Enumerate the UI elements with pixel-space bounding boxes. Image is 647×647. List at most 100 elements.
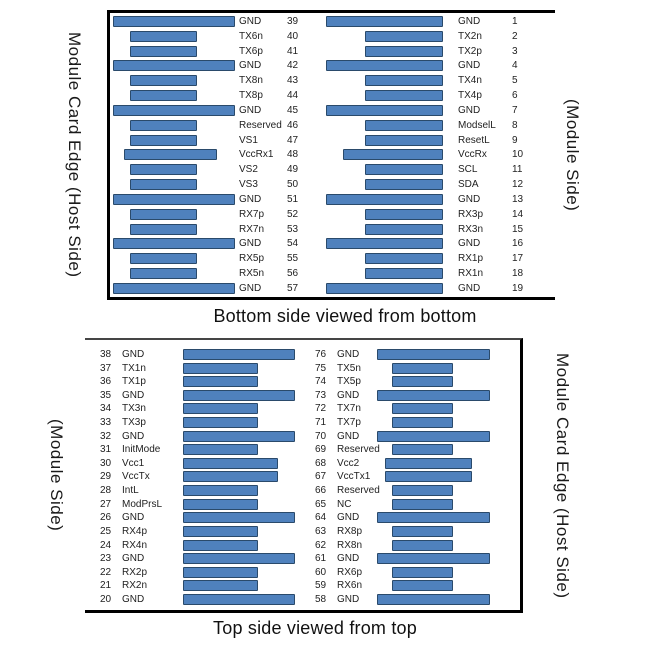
pin-number: 41 (287, 45, 299, 57)
pin-name: RX6p (337, 566, 363, 578)
pin-name: RX4n (122, 539, 148, 551)
pin-row-53: RX7n 53 (110, 223, 320, 235)
pin-number: 1 (512, 16, 518, 27)
contact-pad-bar (365, 179, 443, 191)
contact-pad-bar (183, 403, 258, 415)
pin-row-49: VS2 49 (110, 164, 320, 176)
pad-bar-cell (183, 444, 258, 456)
contact-pad-bar (326, 104, 443, 116)
pad-bar-cell (110, 30, 239, 42)
pin-number: 33 (100, 417, 112, 429)
pin-number: 23 (100, 553, 112, 565)
pad-bar-cell (326, 164, 443, 176)
pin-number: 35 (100, 389, 112, 401)
contact-pad-bar (365, 134, 443, 146)
pin-name: TX6n (239, 30, 263, 42)
pin-name: GND (122, 349, 145, 360)
contact-pad-bar (183, 539, 258, 551)
pin-number: 21 (100, 580, 112, 592)
pad-bar-cell (377, 485, 453, 497)
contact-pad-bar (326, 60, 443, 72)
pad-bar-cell (377, 539, 453, 551)
pin-row-54: GND 54 (110, 238, 320, 250)
contact-pad-bar (365, 223, 443, 235)
contact-pad-bar (130, 90, 197, 102)
pin-number: 7 (512, 104, 518, 116)
pad-bar-cell (377, 376, 453, 388)
pin-row-23: 23 GND (100, 553, 400, 565)
pad-bar-cell (377, 430, 490, 442)
pad-bar-cell (183, 525, 258, 537)
pin-name: TX3p (122, 417, 146, 429)
pad-bar-cell (326, 75, 443, 87)
pin-row-39: GND 39 (110, 16, 320, 27)
contact-pad-bar (183, 553, 295, 565)
contact-pad-bar (130, 208, 197, 220)
pad-bar-cell (110, 193, 239, 205)
contact-pad-bar (392, 403, 453, 415)
contact-pad-bar (377, 430, 490, 442)
contact-pad-bar (130, 119, 197, 131)
pin-name: VccTx (122, 471, 150, 483)
pin-number: 50 (287, 179, 299, 191)
pin-name: TX5n (337, 362, 361, 374)
contact-pad-bar (326, 193, 443, 205)
pin-name: GND (239, 193, 262, 205)
pin-name: RX8n (337, 539, 363, 551)
pin-row-68: 68 Vcc2 (315, 457, 610, 469)
pin-name: RX7p (239, 208, 265, 220)
pad-bar-cell (326, 104, 443, 116)
pin-number: 65 (315, 498, 327, 510)
pin-row-21: 21 RX2n (100, 580, 400, 592)
pin-name: Reserved (239, 119, 282, 131)
contact-pad-bar (392, 444, 453, 456)
contact-pad-bar (343, 149, 443, 161)
pin-name: GND (458, 104, 481, 116)
pad-bar-cell (110, 45, 239, 57)
pin-name: GND (239, 16, 262, 27)
pin-name: TX4p (458, 90, 482, 102)
pad-bar-cell (110, 104, 239, 116)
pin-row-46: Reserved 46 (110, 119, 320, 131)
pin-row-3: TX2p 3 (326, 45, 556, 57)
pin-row-7: GND 7 (326, 104, 556, 116)
pin-number: 25 (100, 525, 112, 537)
pin-row-6: TX4p 6 (326, 90, 556, 102)
pin-row-73: 73 GND (315, 389, 610, 401)
pin-number: 3 (512, 45, 518, 57)
contact-pad-bar (392, 485, 453, 497)
contact-pad-bar (183, 349, 295, 360)
pin-name: TX8p (239, 90, 263, 102)
pin-name: GND (239, 238, 262, 250)
pin-number: 17 (512, 253, 524, 265)
pin-name: GND (239, 104, 262, 116)
pin-name: GND (337, 430, 360, 442)
pin-name: TX8n (239, 75, 263, 87)
pad-bar-cell (110, 16, 239, 27)
contact-pad-bar (183, 444, 258, 456)
contact-pad-bar (183, 471, 278, 483)
pad-bar-cell (326, 208, 443, 220)
pin-row-57: GND 57 (110, 282, 320, 294)
pad-bar-cell (183, 566, 258, 578)
contact-pad-bar (183, 525, 258, 537)
pin-number: 47 (287, 134, 299, 146)
pin-number: 51 (287, 193, 299, 205)
pin-name: Reserved (337, 444, 380, 456)
pad-bar-cell (326, 60, 443, 72)
pin-number: 56 (287, 268, 299, 280)
pin-row-27: 27 ModPrsL (100, 498, 400, 510)
pin-number: 14 (512, 208, 524, 220)
pin-row-17: RX1p 17 (326, 253, 556, 265)
pin-row-67: 67 VccTx1 (315, 471, 610, 483)
contact-pad-bar (392, 498, 453, 510)
pin-number: 6 (512, 90, 518, 102)
pad-bar-cell (183, 593, 295, 605)
pin-number: 69 (315, 444, 327, 456)
pin-row-4: GND 4 (326, 60, 556, 72)
pin-name: GND (122, 553, 145, 565)
pin-number: 70 (315, 430, 327, 442)
pad-bar-cell (377, 593, 490, 605)
pin-name: TX2p (458, 45, 482, 57)
